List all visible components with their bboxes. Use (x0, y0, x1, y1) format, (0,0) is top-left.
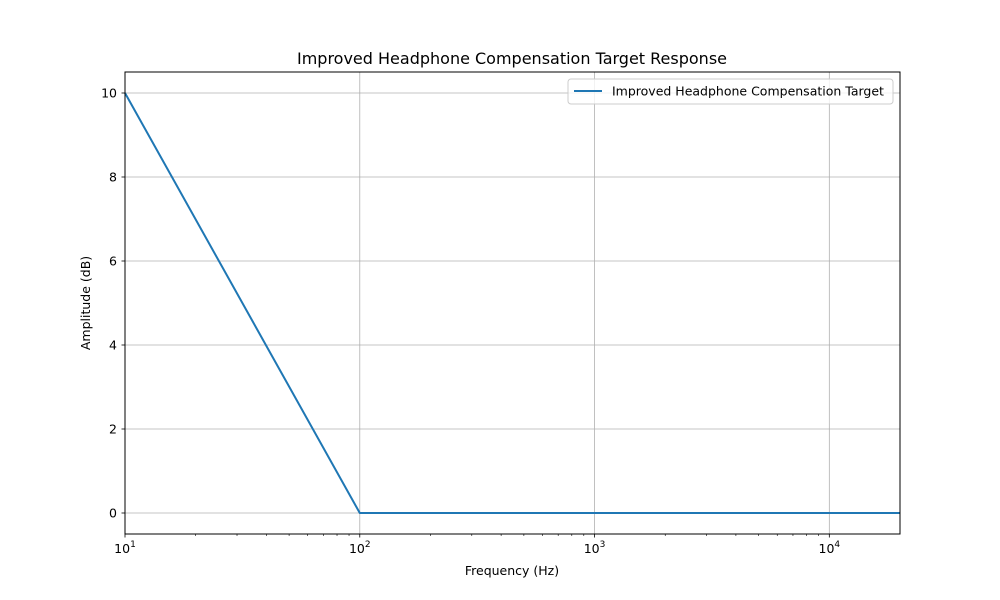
grid (124, 72, 900, 534)
series-layer (124, 92, 900, 514)
x-axis-label: Frequency (Hz) (465, 563, 559, 578)
x-tick-label: 103 (584, 540, 606, 556)
y-tick-label: 8 (109, 170, 117, 185)
x-tick-label: 102 (349, 540, 371, 556)
chart-title: Improved Headphone Compensation Target R… (297, 49, 727, 68)
series-line (124, 92, 900, 514)
y-tick-label: 4 (109, 338, 117, 353)
axis-ticks: 0 2 4 6 8 10 101 102 103 104 (101, 86, 840, 557)
y-tick-label: 0 (109, 506, 117, 521)
y-tick-label: 2 (109, 422, 117, 437)
x-tick-label: 104 (819, 540, 841, 556)
y-axis-label: Amplitude (dB) (78, 256, 93, 350)
y-tick-label: 10 (101, 86, 117, 101)
legend: Improved Headphone Compensation Target (567, 78, 894, 105)
legend-box (567, 78, 894, 105)
legend-label: Improved Headphone Compensation Target (612, 84, 884, 99)
y-tick-label: 6 (109, 254, 117, 269)
plot-frame (124, 71, 901, 535)
x-tick-label: 101 (114, 540, 136, 556)
